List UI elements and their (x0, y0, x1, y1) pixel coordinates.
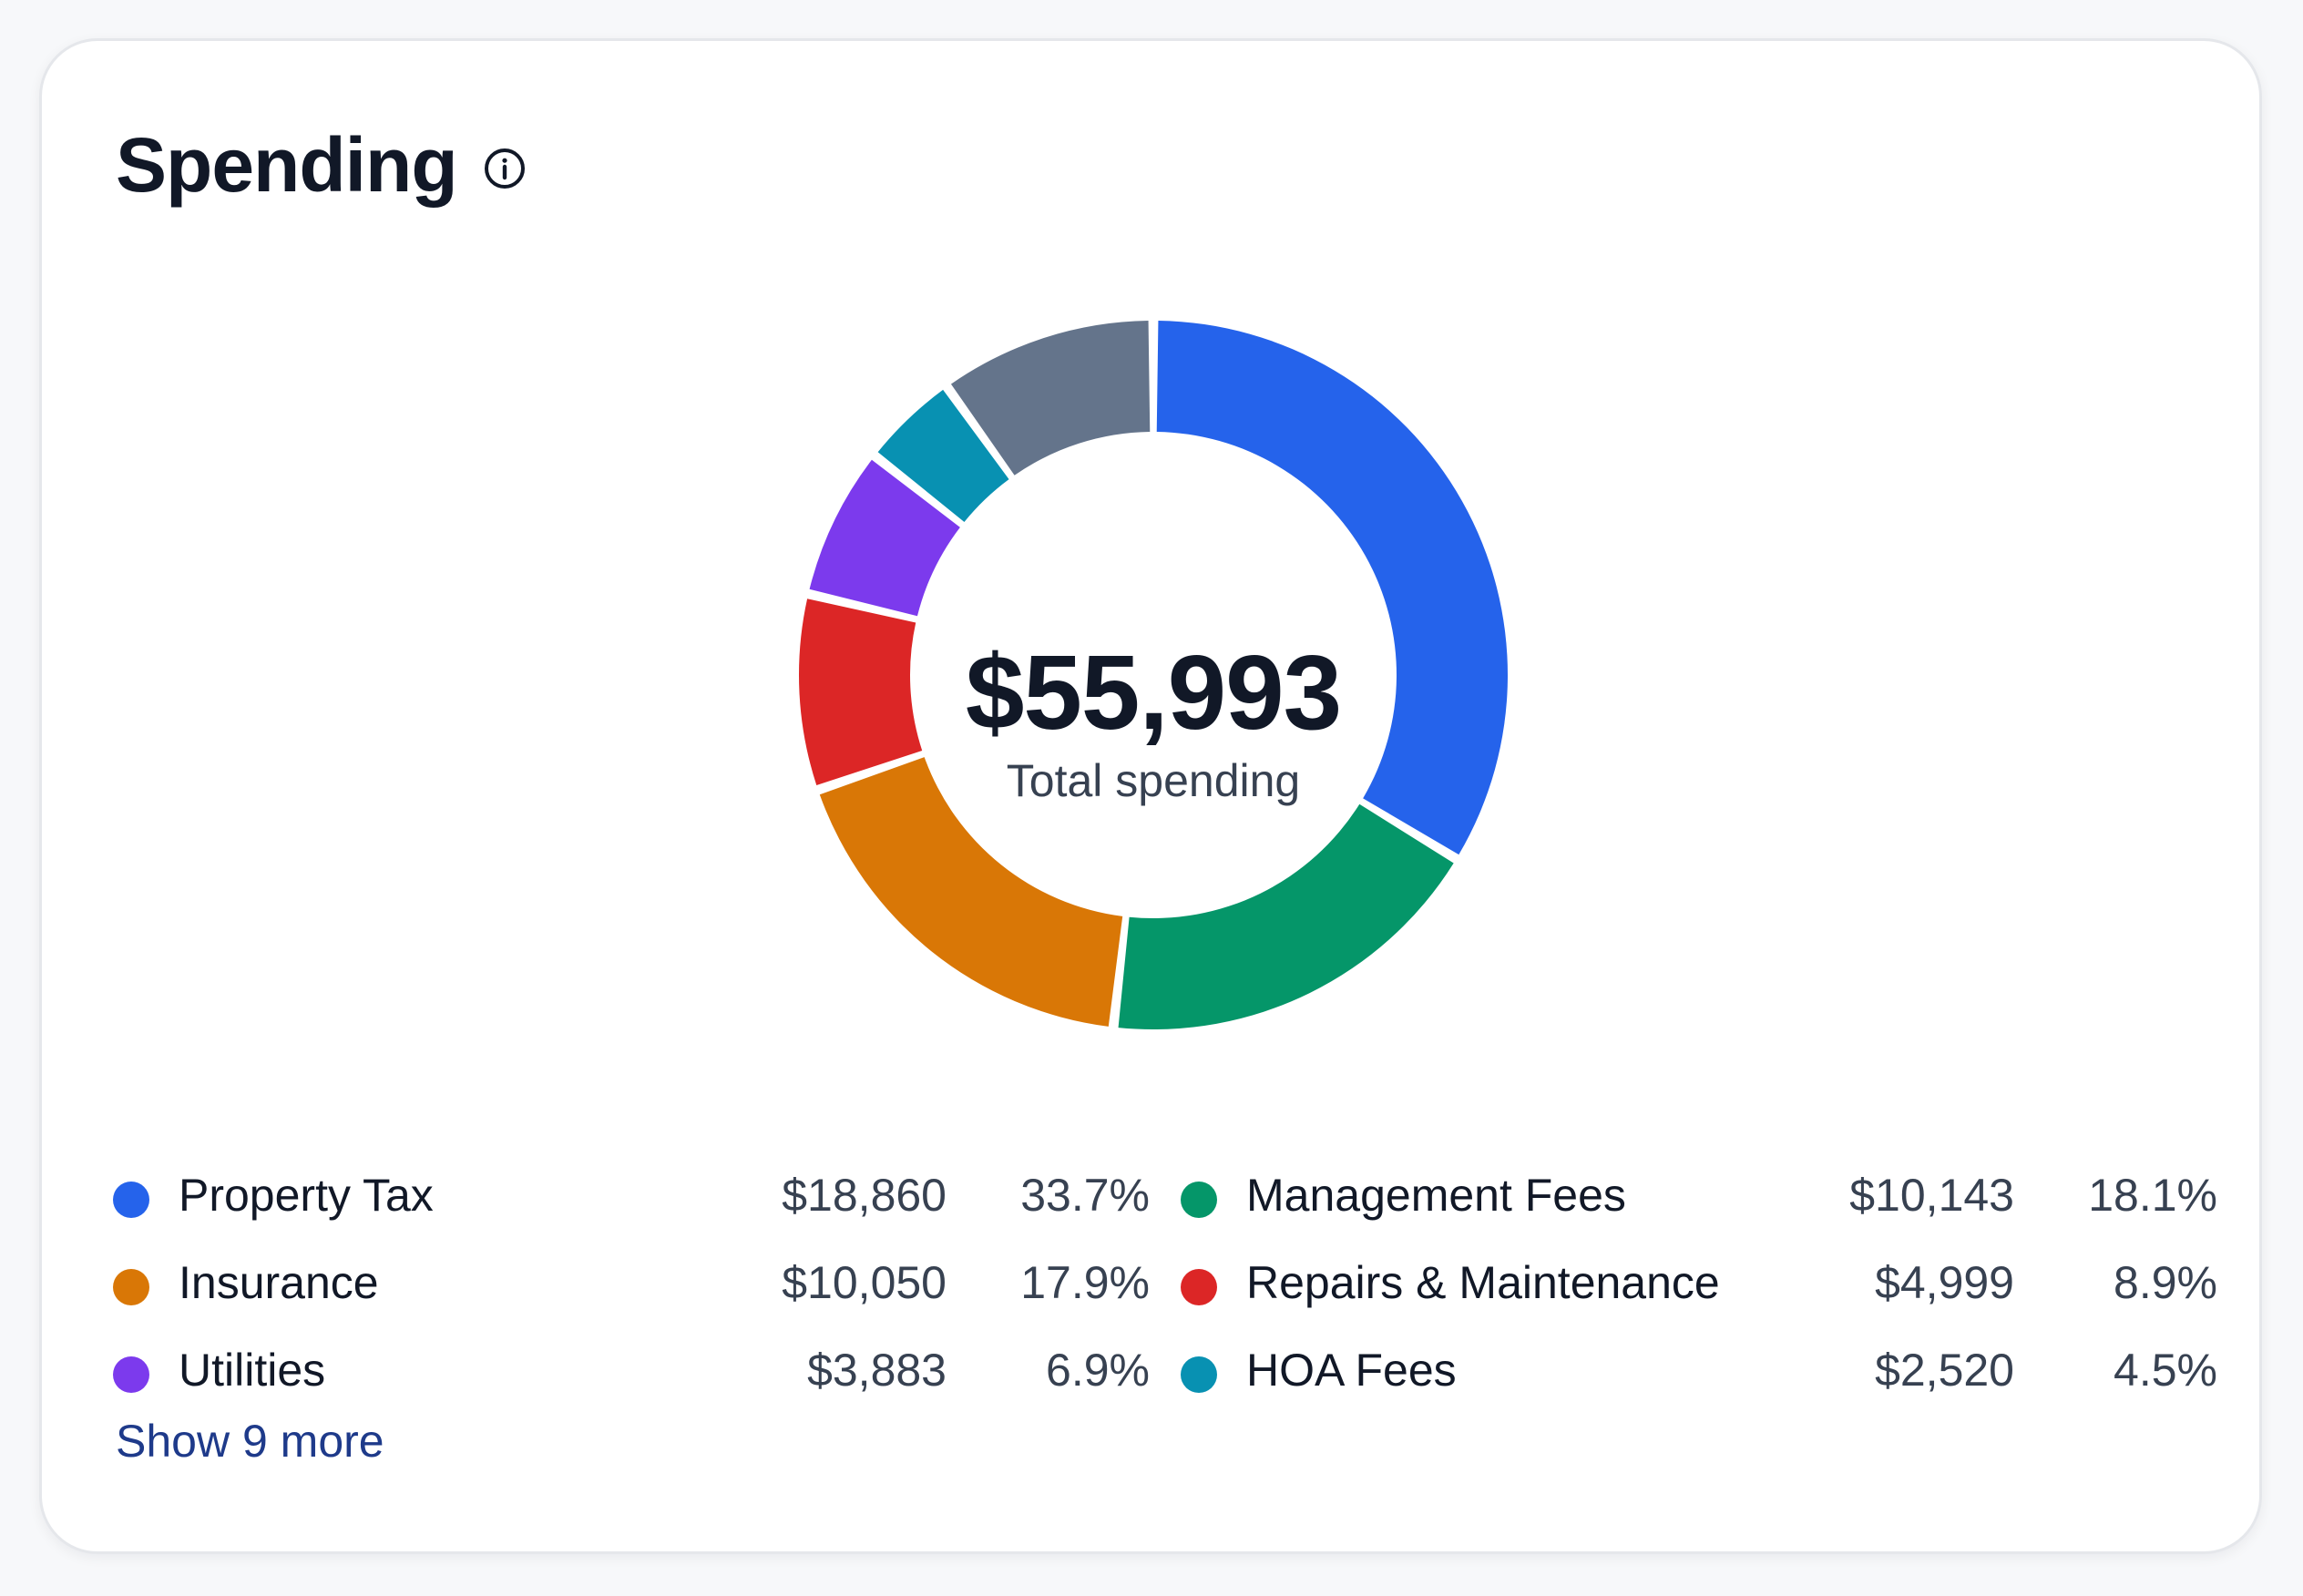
donut-slice-property-tax[interactable] (1156, 321, 1509, 855)
legend-dot (113, 1356, 149, 1393)
legend-percent: 33.7% (1020, 1170, 1150, 1221)
legend-percent: 6.9% (1046, 1345, 1150, 1396)
legend-item: HOA Fees $2,520 4.5% (1181, 1331, 2219, 1413)
legend-dot (1181, 1269, 1217, 1305)
card-title: Spending (116, 122, 458, 208)
info-icon[interactable] (483, 147, 527, 190)
legend-item: Repairs & Maintenance $4,999 8.9% (1181, 1243, 2219, 1325)
total-label: Total spending (1006, 755, 1301, 806)
total-value: $55,993 (965, 633, 1342, 752)
show-more-link[interactable]: Show 9 more (116, 1416, 384, 1467)
legend-name: HOA Fees (1246, 1345, 1457, 1396)
legend-name: Management Fees (1246, 1170, 1626, 1221)
spending-card: Spending $55,993 Total spending Property… (39, 38, 2262, 1554)
legend-name: Property Tax (179, 1170, 434, 1221)
legend-amount: $4,999 (1875, 1257, 2014, 1308)
legend-amount: $3,883 (807, 1345, 947, 1396)
legend-dot (113, 1269, 149, 1305)
legend-amount: $18,860 (782, 1170, 947, 1221)
legend-dot (113, 1182, 149, 1218)
legend-percent: 17.9% (1020, 1257, 1150, 1308)
legend-name: Insurance (179, 1257, 379, 1308)
donut-slice-repairs-maintenance[interactable] (799, 598, 923, 785)
legend-percent: 8.9% (2114, 1257, 2217, 1308)
legend-amount: $10,050 (782, 1257, 947, 1308)
legend-name: Repairs & Maintenance (1246, 1257, 1720, 1308)
donut-svg (799, 321, 1509, 1030)
donut-slice-insurance[interactable] (819, 757, 1123, 1027)
legend-percent: 4.5% (2114, 1345, 2217, 1396)
legend-item: Management Fees $10,143 18.1% (1181, 1156, 2219, 1238)
donut-slice-hoa-fees[interactable] (877, 389, 1009, 523)
legend-item: Utilities $3,883 6.9% (113, 1331, 1152, 1413)
card-header: Spending (116, 121, 527, 210)
legend-percent: 18.1% (2088, 1170, 2217, 1221)
legend: Property Tax $18,860 33.7% Management Fe… (113, 1156, 2254, 1429)
legend-name: Utilities (179, 1345, 326, 1396)
donut-slice-management-fees[interactable] (1118, 803, 1454, 1030)
legend-amount: $2,520 (1875, 1345, 2014, 1396)
donut-chart: $55,993 Total spending (42, 41, 2265, 1134)
legend-dot (1181, 1356, 1217, 1393)
legend-item: Insurance $10,050 17.9% (113, 1243, 1152, 1325)
donut-slice-utilities[interactable] (809, 459, 960, 617)
legend-item: Property Tax $18,860 33.7% (113, 1156, 1152, 1238)
legend-dot (1181, 1182, 1217, 1218)
donut-slice-other[interactable] (950, 321, 1151, 476)
legend-amount: $10,143 (1849, 1170, 2014, 1221)
